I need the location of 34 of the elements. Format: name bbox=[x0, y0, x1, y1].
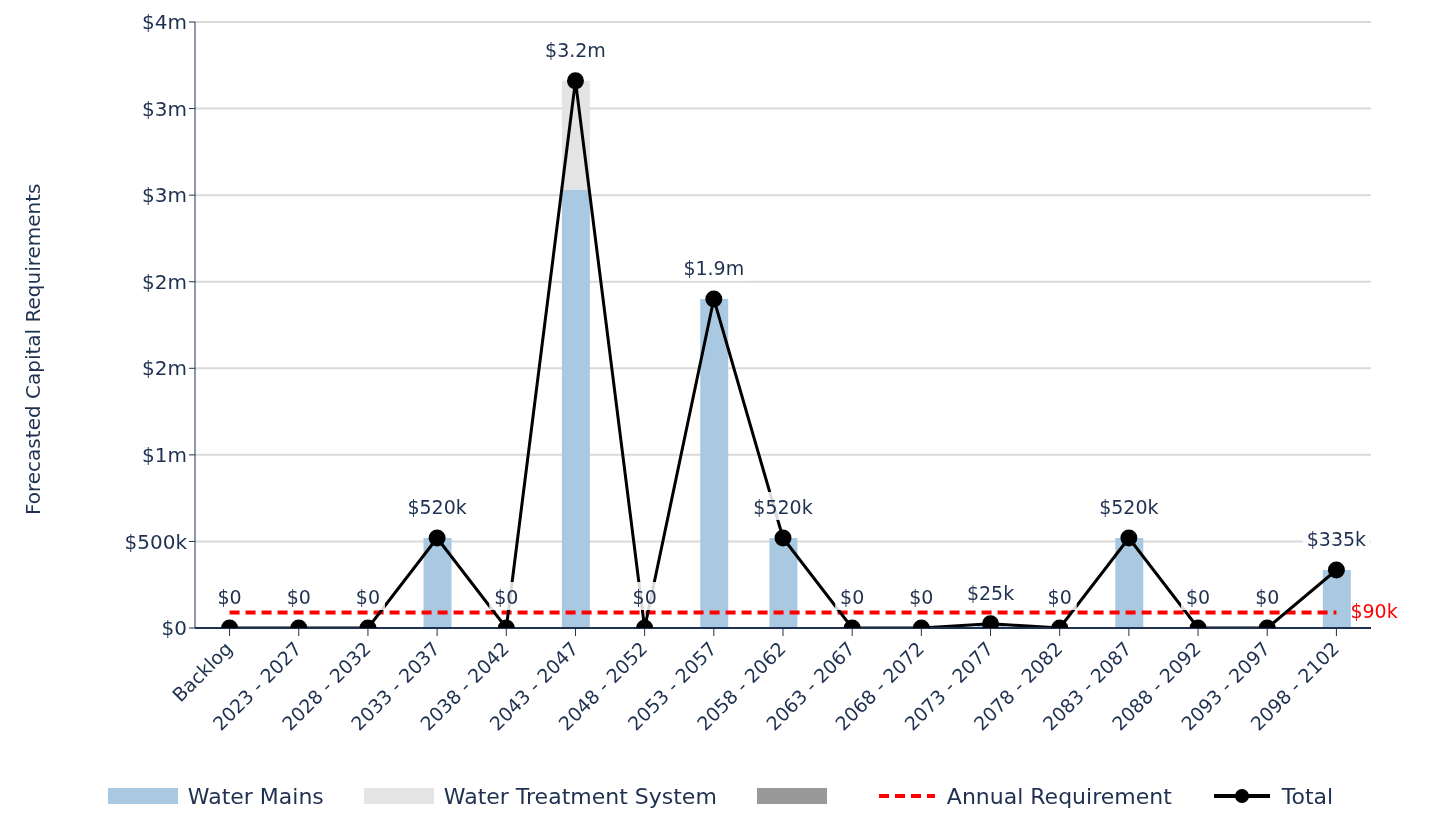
data-label: $0 bbox=[632, 586, 657, 608]
legend-label: Total bbox=[1281, 783, 1334, 809]
data-label: $90k bbox=[1350, 600, 1398, 623]
y-tick-label: $2m bbox=[142, 269, 187, 294]
bar bbox=[769, 537, 798, 628]
data-label: $0 bbox=[909, 586, 934, 608]
data-label: $0 bbox=[840, 586, 865, 608]
y-tick-label: $500k bbox=[124, 529, 188, 554]
bar bbox=[561, 189, 590, 628]
data-label: $25k bbox=[966, 581, 1015, 604]
data-label: $3.2m bbox=[545, 38, 606, 61]
data-label: $335k bbox=[1306, 528, 1367, 550]
data-label: $520k bbox=[1099, 495, 1159, 518]
y-tick-label: $4m bbox=[142, 10, 187, 35]
legend-label: Water Treatment System bbox=[443, 783, 717, 809]
data-label: $0 bbox=[217, 586, 242, 608]
data-label: $0 bbox=[1047, 586, 1072, 608]
y-tick-label: $3m bbox=[142, 96, 187, 121]
y-tick-label: $2m bbox=[142, 356, 187, 381]
y-tick-label: $0 bbox=[161, 616, 187, 641]
data-label: $520k bbox=[753, 495, 813, 518]
data-label: $0 bbox=[286, 586, 311, 608]
data-label: $0 bbox=[355, 586, 381, 608]
legend-label: Water Mains bbox=[187, 783, 324, 809]
legend-label: Annual Requirement bbox=[946, 783, 1172, 809]
y-tick-label: $3m bbox=[142, 183, 187, 208]
y-axis-title: Forecasted Capital Requirements bbox=[21, 183, 46, 515]
bar bbox=[700, 299, 729, 628]
data-label: $0 bbox=[1185, 586, 1211, 608]
y-tick-label: $1m bbox=[142, 442, 187, 467]
data-label: $1.9m bbox=[683, 257, 745, 280]
data-label: $0 bbox=[1255, 586, 1280, 608]
data-label: $520k bbox=[407, 495, 467, 518]
data-label: $0 bbox=[494, 586, 519, 608]
